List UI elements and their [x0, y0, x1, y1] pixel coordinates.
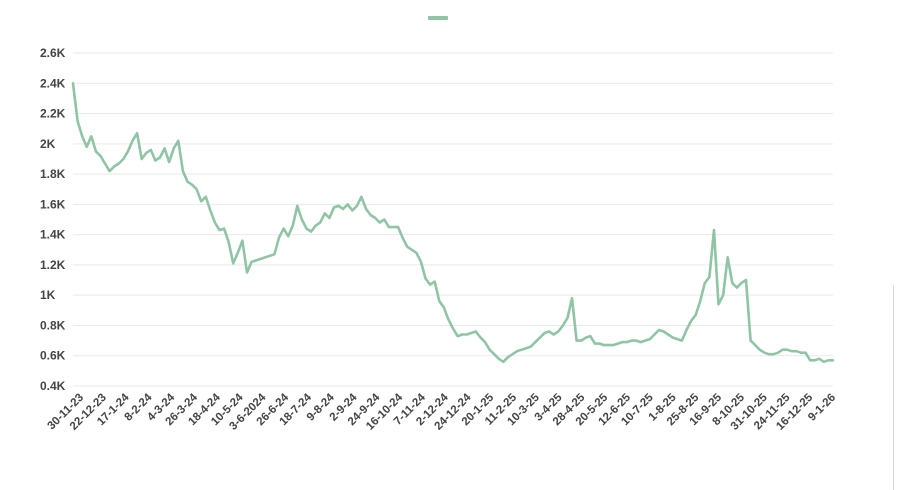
gridlines — [73, 52, 833, 387]
y-tick-label: 0.6K — [40, 349, 66, 363]
y-tick-label: 1.2K — [40, 258, 66, 272]
y-tick-label: 1.6K — [40, 197, 66, 211]
y-tick-label: 1.8K — [40, 167, 66, 181]
legend-swatch[interactable] — [428, 16, 448, 20]
y-axis-ticks: 0.4K 0.6K 0.8K 1K 1.2K 1.4K 1.6K 1.8K 2K 2.2K 2.4K… — [40, 46, 66, 393]
y-tick-label: 2.6K — [40, 46, 66, 60]
y-tick-label: 1K — [40, 288, 56, 302]
x-axis-ticks: 30-11-2322-12-2317-1-248-2-244-3-2426-3-… — [46, 391, 839, 432]
y-tick-label: 1.4K — [40, 228, 66, 242]
y-tick-label: 2.2K — [40, 107, 66, 121]
panel-edge — [893, 285, 894, 490]
y-tick-label: 2.4K — [40, 76, 66, 90]
series-line — [71, 82, 835, 364]
y-tick-label: 0.4K — [40, 379, 66, 393]
y-tick-label: 2K — [40, 137, 56, 151]
y-tick-label: 0.8K — [40, 318, 66, 332]
